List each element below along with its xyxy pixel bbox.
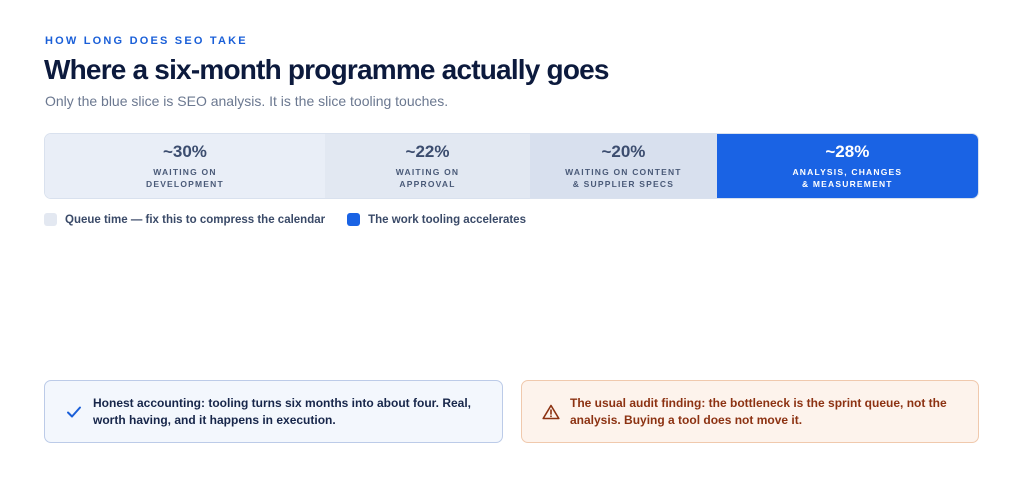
honest-accounting-card: Honest accounting: tooling turns six mon… [44, 380, 503, 443]
audit-finding-lead: The usual audit finding: [570, 395, 706, 410]
eyebrow-label: HOW LONG DOES SEO TAKE [45, 35, 248, 47]
check-icon [65, 403, 83, 421]
legend-swatch-queue [44, 213, 57, 226]
bar-segment-4: ~28% ANALYSIS, CHANGES & MEASUREMENT [716, 134, 978, 198]
page-title: Where a six-month programme actually goe… [44, 54, 610, 85]
honest-accounting-body: tooling turns six months into about four… [93, 395, 472, 427]
bar-segment-1: ~30% WAITING ON DEVELOPMENT [45, 134, 325, 198]
audit-finding-body: the bottleneck is the sprint queue, not … [570, 395, 947, 427]
legend-swatch-work [347, 213, 361, 226]
segment-category-label: WAITING ON DEVELOPMENT [145, 166, 224, 189]
legend-label-work: The work tooling accelerates [368, 213, 526, 226]
segment-value-label: ~20% [601, 141, 646, 161]
audit-finding-text: The usual audit finding: the bottleneck … [570, 395, 958, 429]
warning-icon [542, 403, 560, 421]
legend-item-queue: Queue time — fix this to compress the ca… [44, 213, 325, 226]
segment-category-label: WAITING ON APPROVAL [395, 166, 460, 189]
legend-label-queue: Queue time — fix this to compress the ca… [65, 213, 326, 226]
segment-category-label: ANALYSIS, CHANGES & MEASUREMENT [792, 166, 903, 189]
page-subtitle: Only the blue slice is SEO analysis. It … [45, 93, 449, 109]
segment-category-label: WAITING ON CONTENT & SUPPLIER SPECS [565, 166, 682, 189]
legend-item-work: The work tooling accelerates [347, 213, 526, 226]
segment-value-label: ~30% [162, 141, 207, 161]
segment-value-label: ~28% [825, 141, 870, 161]
audit-finding-card: The usual audit finding: the bottleneck … [521, 380, 979, 443]
honest-accounting-text: Honest accounting: tooling turns six mon… [93, 395, 482, 429]
segment-value-label: ~22% [405, 141, 450, 161]
honest-accounting-lead: Honest accounting: [93, 395, 206, 410]
bar-segment-2: ~22% WAITING ON APPROVAL [324, 134, 531, 198]
bar-segment-3: ~20% WAITING ON CONTENT & SUPPLIER SPECS [530, 134, 717, 198]
chart-legend: Queue time — fix this to compress the ca… [44, 213, 548, 226]
stacked-bar-chart: ~30% WAITING ON DEVELOPMENT ~22% WAITING ON… [44, 133, 979, 199]
